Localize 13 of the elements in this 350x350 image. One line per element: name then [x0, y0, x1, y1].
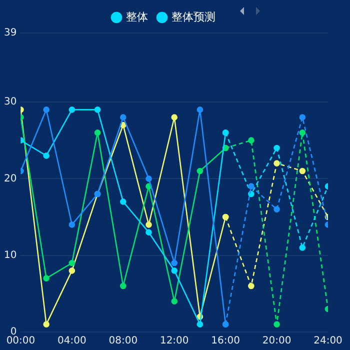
y-tick-label: 39 — [4, 28, 17, 39]
y-tick-label: 20 — [4, 173, 17, 184]
x-tick-label: 08:00 — [108, 336, 138, 347]
x-tick-label: 00:00 — [6, 336, 36, 347]
legend-label: 整体预测 — [172, 10, 216, 24]
x-tick-label: 20:00 — [262, 336, 292, 347]
y-tick-label: 30 — [4, 96, 17, 108]
x-tick-label: 04:00 — [58, 336, 86, 347]
y-tick-label: 10 — [4, 250, 17, 261]
x-tick-label: 16:00 — [211, 336, 240, 347]
x-tick-label: 24:00 — [314, 336, 342, 347]
legend-label: 整体 — [126, 10, 148, 24]
x-tick-label: 12:00 — [160, 336, 189, 347]
